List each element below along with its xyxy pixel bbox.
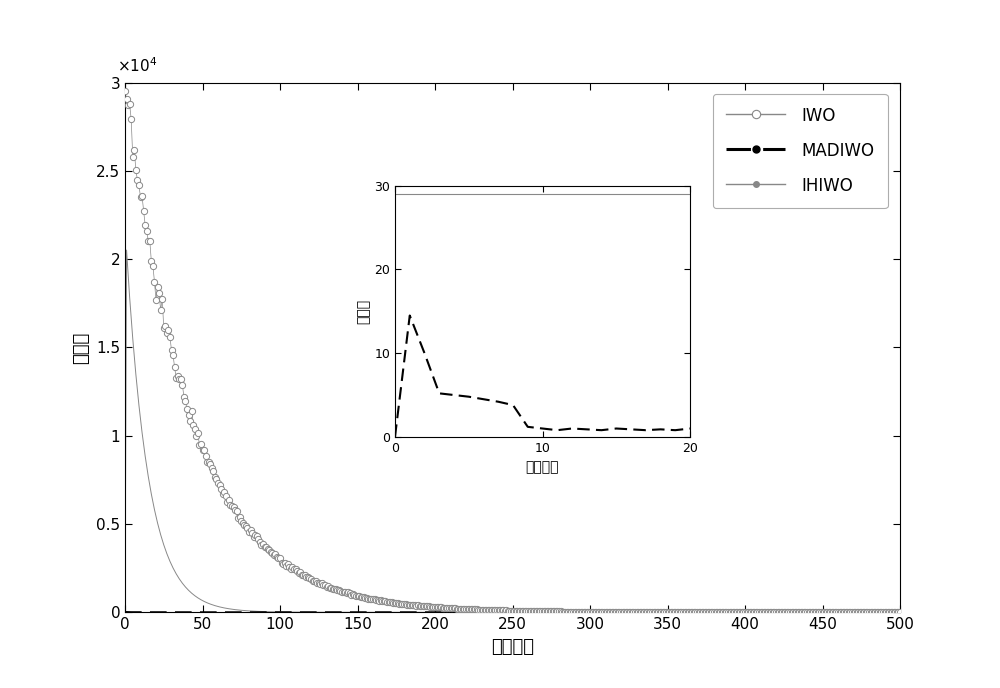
X-axis label: 迭代次数: 迭代次数: [491, 638, 534, 656]
Y-axis label: 函数值: 函数值: [356, 299, 370, 324]
X-axis label: 迭代次数: 迭代次数: [526, 460, 559, 474]
Y-axis label: 函数值: 函数值: [72, 332, 90, 363]
Text: $\times 10^4$: $\times 10^4$: [117, 56, 158, 74]
Legend: IWO, MADIWO, IHIWO: IWO, MADIWO, IHIWO: [713, 94, 888, 208]
